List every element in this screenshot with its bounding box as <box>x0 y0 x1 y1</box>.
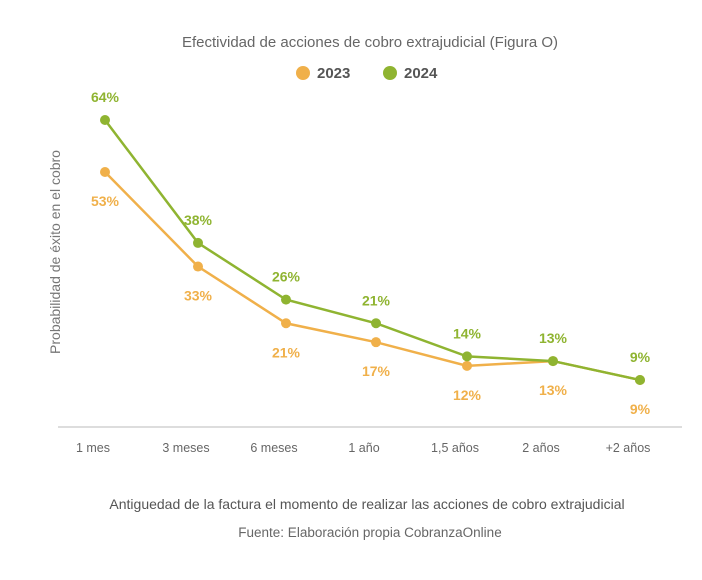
x-tick-label: 6 meses <box>250 441 297 455</box>
series-line-2023 <box>104 171 641 382</box>
data-point-2024 <box>548 356 558 367</box>
source-note: Fuente: Elaboración propia CobranzaOnlin… <box>238 525 501 540</box>
data-label-2024: 38% <box>184 212 213 228</box>
data-label-2023: 12% <box>453 387 482 403</box>
x-tick-label: 2 años <box>522 441 560 455</box>
data-label-2024: 9% <box>630 349 651 365</box>
data-label-2023: 53% <box>91 193 120 209</box>
data-point-2024 <box>281 294 291 305</box>
chart-title: Efectividad de acciones de cobro extraju… <box>182 34 558 51</box>
data-label-2023: 13% <box>539 382 568 398</box>
data-point-2024 <box>371 318 381 329</box>
legend-label-2023: 2023 <box>317 65 350 82</box>
x-tick-label: 3 meses <box>162 441 209 455</box>
data-point-2024 <box>193 237 203 248</box>
x-tick-label: +2 años <box>606 441 651 455</box>
x-tick-label: 1 año <box>348 441 379 455</box>
data-label-2024: 26% <box>272 269 301 285</box>
data-point-2023 <box>281 318 291 329</box>
legend-label-2024: 2024 <box>404 65 438 82</box>
legend: 2023 2024 <box>296 65 438 82</box>
data-label-2024: 14% <box>453 325 482 341</box>
data-point-2024 <box>635 375 645 385</box>
data-label-2024: 13% <box>539 330 568 346</box>
x-axis-ticks: 1 mes 3 meses 6 meses 1 año 1,5 años 2 años +2… <box>76 441 650 455</box>
data-point-2023 <box>100 167 110 177</box>
data-point-2024 <box>100 115 110 125</box>
data-label-2024: 21% <box>362 292 391 308</box>
data-point-2023 <box>371 337 381 348</box>
data-point-2024 <box>462 351 472 362</box>
data-point-2023 <box>462 360 472 371</box>
data-label-2023: 9% <box>630 401 651 417</box>
data-label-2023: 33% <box>184 288 213 304</box>
y-axis-label: Probabilidad de éxito en el cobro <box>47 150 63 354</box>
data-labels: 53% 33% 21% 17% 12% 13% 9% 64% 38% 26% 21% 14% 13% 9% <box>91 89 651 417</box>
x-axis-label: Antiguedad de la factura el momento de r… <box>109 496 624 512</box>
legend-marker-2023 <box>296 66 310 80</box>
data-label-2023: 21% <box>272 344 301 360</box>
x-tick-label: 1,5 años <box>431 441 479 455</box>
legend-marker-2024 <box>383 66 397 80</box>
x-tick-label: 1 mes <box>76 441 110 455</box>
data-label-2023: 17% <box>362 363 391 379</box>
data-point-2023 <box>193 261 203 272</box>
series-layer <box>100 115 645 385</box>
data-label-2024: 64% <box>91 89 120 105</box>
